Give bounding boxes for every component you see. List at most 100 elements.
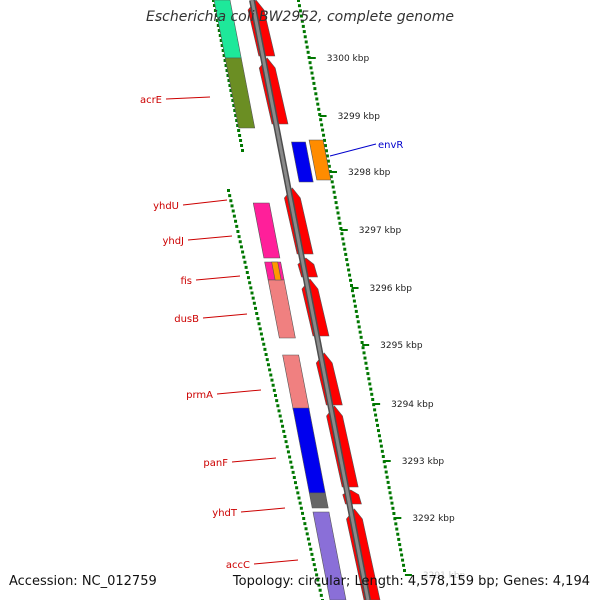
tick-right-42: [337, 216, 341, 220]
tick-right-39: [334, 201, 338, 205]
tick-right-77: [371, 398, 375, 401]
tick-left-lower-62: [299, 506, 303, 510]
tick-left-lower-8: [236, 230, 240, 233]
tick-left-lower-3: [230, 204, 234, 208]
tick-left-upper-20: [231, 99, 235, 102]
leader-prmA: [216, 389, 262, 395]
tick-right-26: [322, 133, 326, 137]
leader-fis: [195, 275, 241, 281]
tick-right-82: [376, 423, 380, 427]
gene-envr-orange: [308, 139, 332, 181]
tick-left-lower-45: [279, 419, 283, 423]
tick-left-lower-66: [304, 527, 308, 531]
tick-left-lower-34: [266, 363, 270, 367]
tick-left-lower-43: [277, 409, 281, 413]
tick-right-105: [398, 543, 402, 547]
tick-left-lower-38: [271, 383, 275, 387]
tick-right-46: [341, 237, 345, 241]
tick-left-lower-71: [310, 552, 314, 556]
tick-right-104: [397, 537, 401, 541]
tick-left-lower-51: [286, 450, 290, 454]
label-yhdU: yhdU: [153, 201, 179, 212]
leader-accC: [253, 559, 299, 565]
label-acrE: acrE: [140, 95, 162, 106]
tick-right-31: [326, 159, 330, 163]
scale-label-3: 3297 kbp: [359, 226, 402, 236]
tick-right-107: [400, 553, 404, 557]
tick-left-lower-64: [302, 517, 306, 520]
tick-right-63: [357, 325, 361, 329]
scale-labels: 3300 kbp 3299 kbp 3298 kbp 3297 kbp 3296 kbp…: [327, 54, 466, 581]
tick-right-87: [380, 449, 384, 453]
tick-right-18: [314, 92, 318, 96]
tick-left-lower-6: [234, 219, 238, 223]
tick-right-44: [339, 227, 343, 230]
tick-left-lower-75: [315, 573, 319, 577]
tick-right-92: [385, 475, 389, 479]
tick-left-lower-15: [244, 265, 248, 269]
tick-right-54: [349, 278, 353, 282]
scale-label-0: 3300 kbp: [327, 54, 370, 64]
tick-right-81: [375, 418, 379, 422]
tick-right-22: [318, 113, 322, 116]
tick-left-lower-22: [252, 301, 256, 305]
tick-right-102: [395, 527, 399, 531]
tick-left-lower-68: [306, 537, 310, 541]
tick-right-83: [376, 429, 380, 433]
tick-left-lower-21: [251, 296, 255, 300]
tick-left-lower-13: [242, 255, 246, 259]
tick-right-55: [350, 284, 353, 287]
gene-reverse-5: [282, 354, 310, 411]
tick-right-84: [377, 434, 381, 438]
tick-right-62: [356, 320, 360, 324]
leader-dusB: [202, 313, 248, 319]
tick-left-lower-42: [276, 404, 280, 408]
tick-left-lower-19: [249, 286, 253, 290]
tick-right-27: [323, 138, 327, 142]
tick-left-lower-63: [301, 511, 305, 515]
backbone-line-inner: [250, 0, 370, 600]
tick-left-lower-50: [285, 445, 289, 449]
tick-left-lower-54: [290, 465, 294, 469]
tick-right-68: [362, 351, 366, 355]
tick-right-99: [392, 512, 396, 515]
tick-left-lower-4: [231, 209, 235, 213]
leader-acrE: [165, 96, 211, 100]
tick-left-upper-16: [227, 79, 231, 82]
tick-right-21: [317, 107, 321, 111]
tick-right-108: [401, 558, 405, 562]
tick-left-lower-23: [254, 306, 258, 310]
tick-left-lower-20: [250, 291, 254, 295]
scale-label-2: 3298 kbp: [348, 168, 391, 178]
tick-marks: [212, 0, 412, 600]
tick-left-lower-25: [256, 317, 260, 321]
tick-right-1: [297, 4, 301, 8]
tick-right-80: [374, 413, 378, 417]
tick-left-upper-19: [230, 94, 234, 97]
tick-left-upper-9: [220, 44, 224, 47]
leader-envR: [329, 143, 377, 157]
tick-right-96: [389, 496, 393, 500]
tick-left-lower-26: [257, 322, 261, 326]
tick-right-28: [323, 144, 327, 148]
tick-right-0: [297, 0, 300, 2]
tick-right-12: [308, 61, 312, 65]
tick-right-75: [369, 387, 373, 391]
tick-left-lower-10: [238, 240, 242, 244]
tick-right-5: [301, 24, 305, 28]
tick-left-lower-47: [282, 429, 286, 433]
tick-left-lower-55: [291, 470, 295, 474]
tick-left-upper-17: [228, 84, 232, 87]
tick-left-upper-27: [238, 134, 242, 137]
tick-right-56: [350, 289, 354, 293]
tick-left-lower-5: [232, 214, 236, 218]
tick-left-upper-23: [234, 114, 238, 117]
tick-right-65: [359, 335, 363, 339]
tick-right-67: [361, 346, 365, 350]
tick-left-lower-24: [255, 312, 259, 315]
tick-left-upper-25: [236, 124, 240, 127]
gene-reverse-7: [308, 492, 329, 509]
tick-right-36: [331, 185, 335, 189]
tick-left-lower-48: [283, 435, 287, 438]
tick-right-13: [309, 66, 313, 70]
